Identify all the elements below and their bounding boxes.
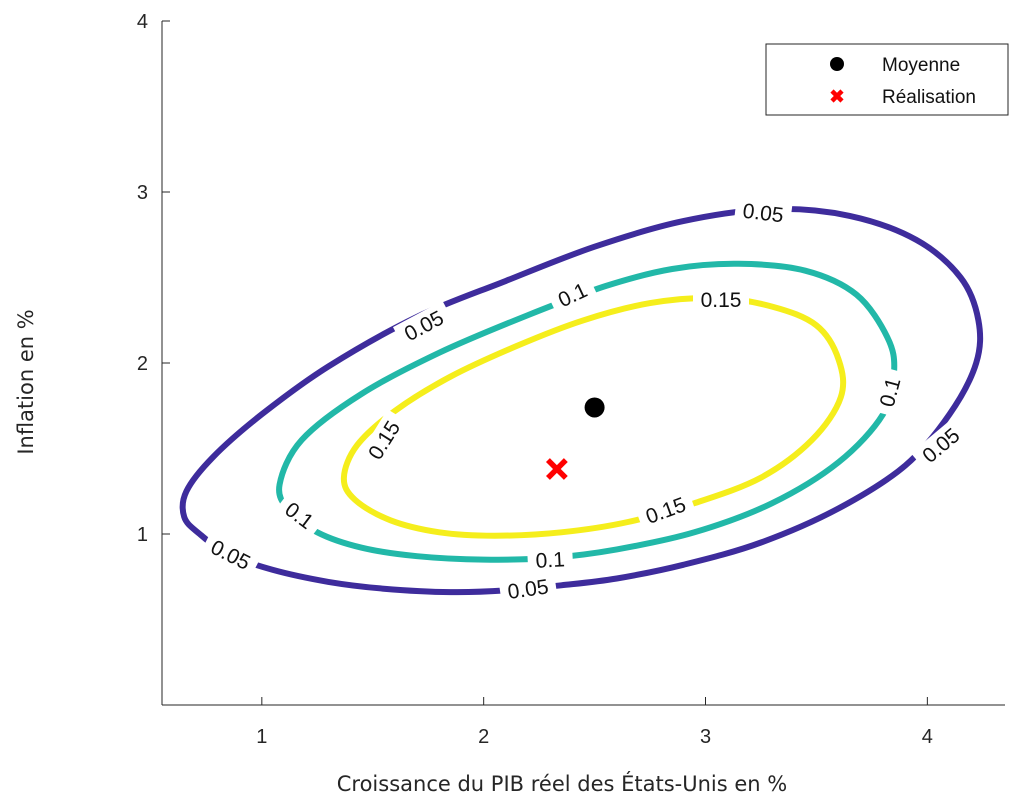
- contour-0-1-label-group: 0.1: [546, 273, 599, 316]
- y-tick-label: 2: [137, 353, 148, 375]
- x-tick-label: 3: [700, 726, 711, 748]
- contour-labels-layer: 0.050.050.050.050.050.10.10.10.10.150.15…: [199, 196, 971, 606]
- legend-mean-marker: [830, 57, 844, 71]
- mean-point: [584, 397, 605, 418]
- contour-0-05-label-gap: [910, 417, 971, 474]
- x-tick-label: 1: [256, 726, 267, 748]
- y-tick-label: 3: [137, 182, 148, 204]
- contour-0-15-label-group: 0.15: [693, 286, 749, 313]
- points-layer: [545, 397, 605, 480]
- contour-0-05-label-group: 0.05: [733, 196, 793, 229]
- x-axis-title: Croissance du PIB réel des États-Unis en…: [337, 771, 787, 796]
- contour-0-15-line: [340, 294, 847, 539]
- legend-box: [765, 43, 1009, 116]
- realisation-stroke-b: [545, 458, 568, 480]
- legend-entry-label: Moyenne: [882, 55, 960, 76]
- y-tick-label: 4: [137, 11, 148, 33]
- contour-0-05-label-group: 0.05: [498, 571, 558, 606]
- contour-0-1-label-gap: [527, 545, 574, 574]
- contour-0-15-label-group: 0.15: [357, 409, 410, 471]
- realisation-point: [545, 458, 568, 480]
- contour-0-05-label-gap: [392, 300, 455, 351]
- x-tick-label: 2: [478, 726, 489, 748]
- contour-0-1-label: 0.1: [535, 548, 565, 572]
- contour-0-05-line: [179, 205, 984, 596]
- legend-realisation-marker-b: [830, 89, 844, 103]
- contour-0-1-label-group: 0.1: [527, 545, 574, 574]
- contour-0-05-label-gap: [498, 571, 558, 606]
- contour-0-15-label-gap: [634, 488, 697, 532]
- contours-layer: [179, 205, 984, 596]
- contour-0-05-label-gap: [199, 530, 262, 579]
- contour-0-1-label-gap: [871, 367, 908, 418]
- contour-0-05-label: 0.05: [741, 200, 784, 228]
- contour-0-1-label-gap: [546, 273, 599, 316]
- legend-entry-label: Réalisation: [882, 87, 976, 108]
- axes-layer: 1 2 3 4 1 2 3 4: [137, 11, 1005, 748]
- y-tick-label: 1: [137, 524, 148, 546]
- contour-0-15-label-gap: [693, 286, 749, 313]
- contour-0-15-label-gap: [357, 409, 410, 471]
- y-axis-title: Inflation en %: [14, 309, 38, 454]
- contour-0-15-label: 0.15: [701, 289, 742, 312]
- contour-0-05-label-gap: [733, 196, 793, 229]
- contour-0-05-label-group: 0.05: [199, 530, 262, 579]
- contour-0-05-label: 0.05: [506, 575, 550, 603]
- contour-0-05-label-group: 0.05: [392, 300, 455, 351]
- legend: Moyenne Réalisation: [765, 43, 1009, 116]
- contour-0-1-label-group: 0.1: [871, 367, 908, 418]
- contour-0-15-label-group: 0.15: [634, 488, 697, 532]
- x-tick-label: 4: [922, 726, 933, 748]
- contour-0-1-label-gap: [273, 491, 326, 540]
